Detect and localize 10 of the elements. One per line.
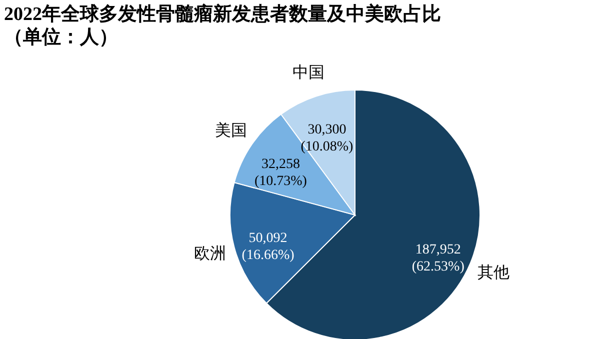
slice-label: 中国: [292, 63, 324, 82]
chart-title: 2022年全球多发性骨髓瘤新发患者数量及中美欧占比: [4, 3, 441, 25]
slice-label: 欧洲: [194, 244, 226, 263]
slice-label: 美国: [215, 121, 248, 140]
slice-label: 其他: [478, 264, 510, 282]
data-label: 32,258 (10.73%): [254, 157, 308, 190]
data-label: 50,092 (16.66%): [242, 231, 295, 264]
chart-subtitle: （单位：人）: [4, 26, 118, 48]
data-label: 30,300 (10.08%): [300, 122, 354, 154]
data-label: 187,952 (62.53%): [412, 242, 465, 275]
